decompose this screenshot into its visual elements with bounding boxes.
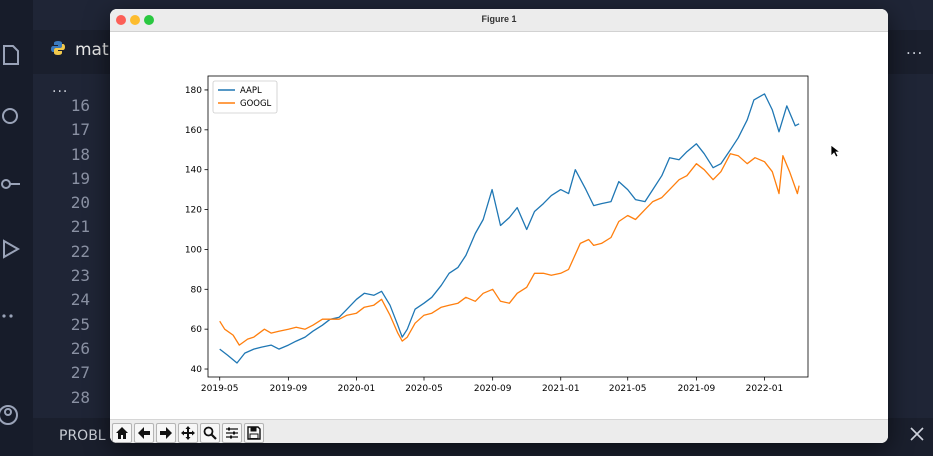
extensions-icon[interactable]	[0, 305, 22, 327]
line-number: 27	[70, 363, 90, 383]
y-tick-label: 60	[191, 325, 203, 335]
close-icon[interactable]	[909, 426, 925, 442]
back-icon	[138, 427, 150, 439]
figure-window: Figure 1 2019-05 2019-09 2020-01 2020-05 202…	[110, 9, 888, 443]
zoom-icon	[203, 426, 217, 440]
x-tick-label: 2021-09	[678, 384, 716, 394]
figure-toolbar	[110, 419, 888, 443]
legend-box	[212, 80, 278, 114]
y-tick-label: 80	[191, 285, 203, 295]
line-number: 17	[70, 120, 90, 140]
save-button[interactable]	[244, 423, 264, 443]
pan-icon	[181, 426, 195, 440]
series-line-aapl	[219, 93, 800, 364]
figure-canvas[interactable]: 2019-05 2019-09 2020-01 2020-05 2020-09 2021-…	[110, 32, 888, 419]
editor-more-actions[interactable]: ...	[906, 40, 924, 58]
window-close-button[interactable]	[116, 15, 126, 25]
configure-subplots-button[interactable]	[222, 423, 242, 443]
editor-tab-label[interactable]: matp	[75, 40, 120, 60]
forward-button[interactable]	[156, 423, 176, 443]
window-minimize-button[interactable]	[130, 15, 140, 25]
y-tick-label: 140	[185, 166, 202, 176]
run-debug-icon[interactable]	[0, 238, 22, 260]
line-number: 22	[70, 241, 90, 261]
search-icon[interactable]	[0, 106, 22, 128]
window-maximize-button[interactable]	[144, 15, 154, 25]
line-number: 28	[70, 387, 90, 407]
zoom-button[interactable]	[200, 423, 220, 443]
activity-bar	[0, 0, 33, 456]
source-control-icon[interactable]	[0, 173, 22, 195]
line-number: 16	[70, 96, 90, 115]
legend-label: GOOGL	[240, 99, 272, 109]
line-number: 26	[70, 338, 90, 358]
line-number: 23	[70, 266, 90, 286]
pan-button[interactable]	[178, 423, 198, 443]
configure-subplots-icon	[226, 427, 238, 439]
line-chart: 2019-05 2019-09 2020-01 2020-05 2020-09 2021-…	[185, 75, 809, 394]
forward-icon	[160, 427, 172, 439]
line-number: 18	[70, 144, 90, 164]
breadcrumb-more[interactable]: ...	[52, 80, 69, 96]
problems-tab[interactable]: PROBL	[59, 428, 106, 444]
x-tick-label: 2020-05	[405, 384, 443, 394]
save-icon	[247, 426, 261, 440]
x-tick-label: 2020-09	[474, 384, 512, 394]
line-number: 21	[70, 217, 90, 237]
y-tick-label: 120	[185, 206, 202, 216]
x-tick-label: 2021-05	[609, 384, 647, 394]
mouse-cursor-icon	[830, 144, 840, 158]
y-tick-label: 180	[185, 86, 202, 96]
legend-label: AAPL	[240, 86, 262, 96]
x-tick-label: 2021-01	[542, 384, 580, 394]
back-button[interactable]	[134, 423, 154, 443]
line-number: 24	[70, 290, 90, 310]
x-tick-label: 2019-09	[270, 384, 308, 394]
line-number: 20	[70, 193, 90, 213]
series-line-googl	[219, 153, 800, 346]
y-tick-label: 40	[191, 365, 203, 375]
y-tick-label: 100	[185, 245, 202, 255]
home-icon	[116, 427, 128, 439]
line-number: 19	[70, 168, 90, 188]
account-icon[interactable]	[0, 404, 22, 426]
python-file-icon	[51, 41, 65, 55]
window-title: Figure 1	[481, 14, 517, 24]
y-tick-label: 160	[185, 126, 202, 136]
line-number: 25	[70, 314, 90, 334]
explorer-icon[interactable]	[0, 44, 22, 66]
x-tick-label: 2020-01	[338, 384, 376, 394]
x-tick-label: 2022-01	[746, 384, 784, 394]
axes-frame	[207, 75, 809, 378]
x-tick-label: 2019-05	[201, 384, 239, 394]
window-titlebar[interactable]: Figure 1	[110, 9, 888, 32]
line-number-gutter: 16 17 18 19 20 21 22 23 24 25 26 27 28	[60, 94, 90, 410]
home-button[interactable]	[112, 423, 132, 443]
